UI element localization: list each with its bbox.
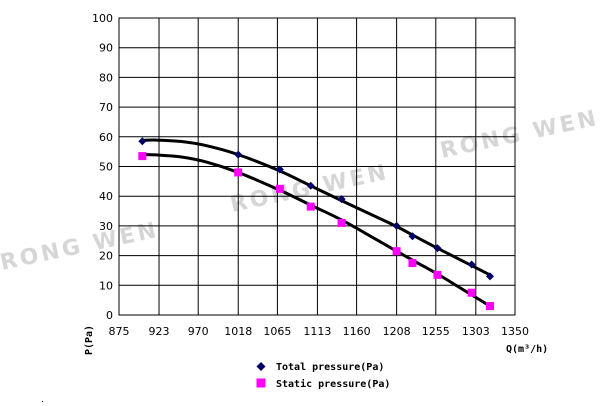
static-pressure-point (467, 288, 476, 297)
x-tick-label: 923 (149, 325, 170, 338)
static-pressure-point (306, 202, 315, 211)
total-pressure-point (275, 165, 284, 174)
x-tick-label: 1303 (462, 325, 490, 338)
x-tick-label: 1160 (343, 325, 371, 338)
legend-label-static: Static pressure(Pa) (276, 378, 390, 390)
y-tick-label: 0 (106, 309, 113, 322)
total-pressure-point (306, 181, 315, 190)
legend: Total pressure(Pa) Static pressure(Pa) (256, 362, 390, 390)
x-tick-label: 1255 (422, 325, 450, 338)
corner-dot (42, 401, 43, 402)
y-tick-label: 70 (99, 101, 113, 114)
static-pressure-point (485, 302, 494, 311)
total-pressure-point (392, 221, 401, 230)
y-tick-label: 20 (99, 250, 113, 263)
watermark-left: RONG WEN (0, 218, 161, 276)
static-pressure-point (433, 270, 442, 279)
legend-item-static: Static pressure(Pa) (256, 378, 390, 390)
y-tick-label: 80 (99, 71, 113, 84)
total-pressure-point (234, 150, 243, 159)
y-tick-label: 60 (99, 131, 113, 144)
static-pressure-point (275, 184, 284, 193)
x-tick-label: 1065 (263, 325, 291, 338)
x-tick-label: 1208 (383, 325, 411, 338)
y-tick-label: 40 (99, 190, 113, 203)
watermark-right: RONG WEN (438, 106, 600, 164)
total-pressure-point (433, 244, 442, 253)
static-pressure-point (392, 247, 401, 256)
y-tick-label: 100 (92, 12, 113, 25)
x-axis-label: Q(m³/h) (506, 344, 548, 355)
static-pressure-point (408, 259, 417, 268)
x-tick-label: 875 (109, 325, 130, 338)
x-tick-label: 1113 (303, 325, 331, 338)
tick-labels: 875 923 970 1018 1065 1113 1160 1208 1255 1303 135… (92, 12, 529, 338)
total-pressure-point (337, 195, 346, 204)
total-pressure-point (485, 272, 494, 281)
legend-item-total: Total pressure(Pa) (256, 362, 384, 373)
x-tick-label: 1018 (224, 325, 252, 338)
y-tick-label: 30 (99, 220, 113, 233)
plot-area-frame (118, 17, 516, 316)
total-pressure-point (138, 137, 147, 146)
legend-marker-diamond (256, 362, 266, 371)
legend-marker-square (256, 378, 266, 388)
static-pressure-point (337, 218, 346, 227)
static-pressure-point (234, 168, 243, 177)
total-pressure-point (408, 232, 417, 241)
y-tick-label: 50 (99, 161, 113, 174)
y-axis-label: P(Pa) (84, 325, 95, 355)
x-tick-label: 970 (188, 325, 209, 338)
static-pressure-point (138, 152, 147, 161)
x-tick-label: 1350 (501, 325, 529, 338)
y-tick-label: 90 (99, 42, 113, 55)
series (138, 137, 494, 311)
grid (119, 18, 515, 315)
total-pressure-point (467, 260, 476, 269)
y-tick-label: 10 (99, 279, 113, 292)
watermarks: RONG WEN RONG WEN RONG WEN (0, 106, 600, 276)
legend-label-total: Total pressure(Pa) (276, 362, 384, 373)
